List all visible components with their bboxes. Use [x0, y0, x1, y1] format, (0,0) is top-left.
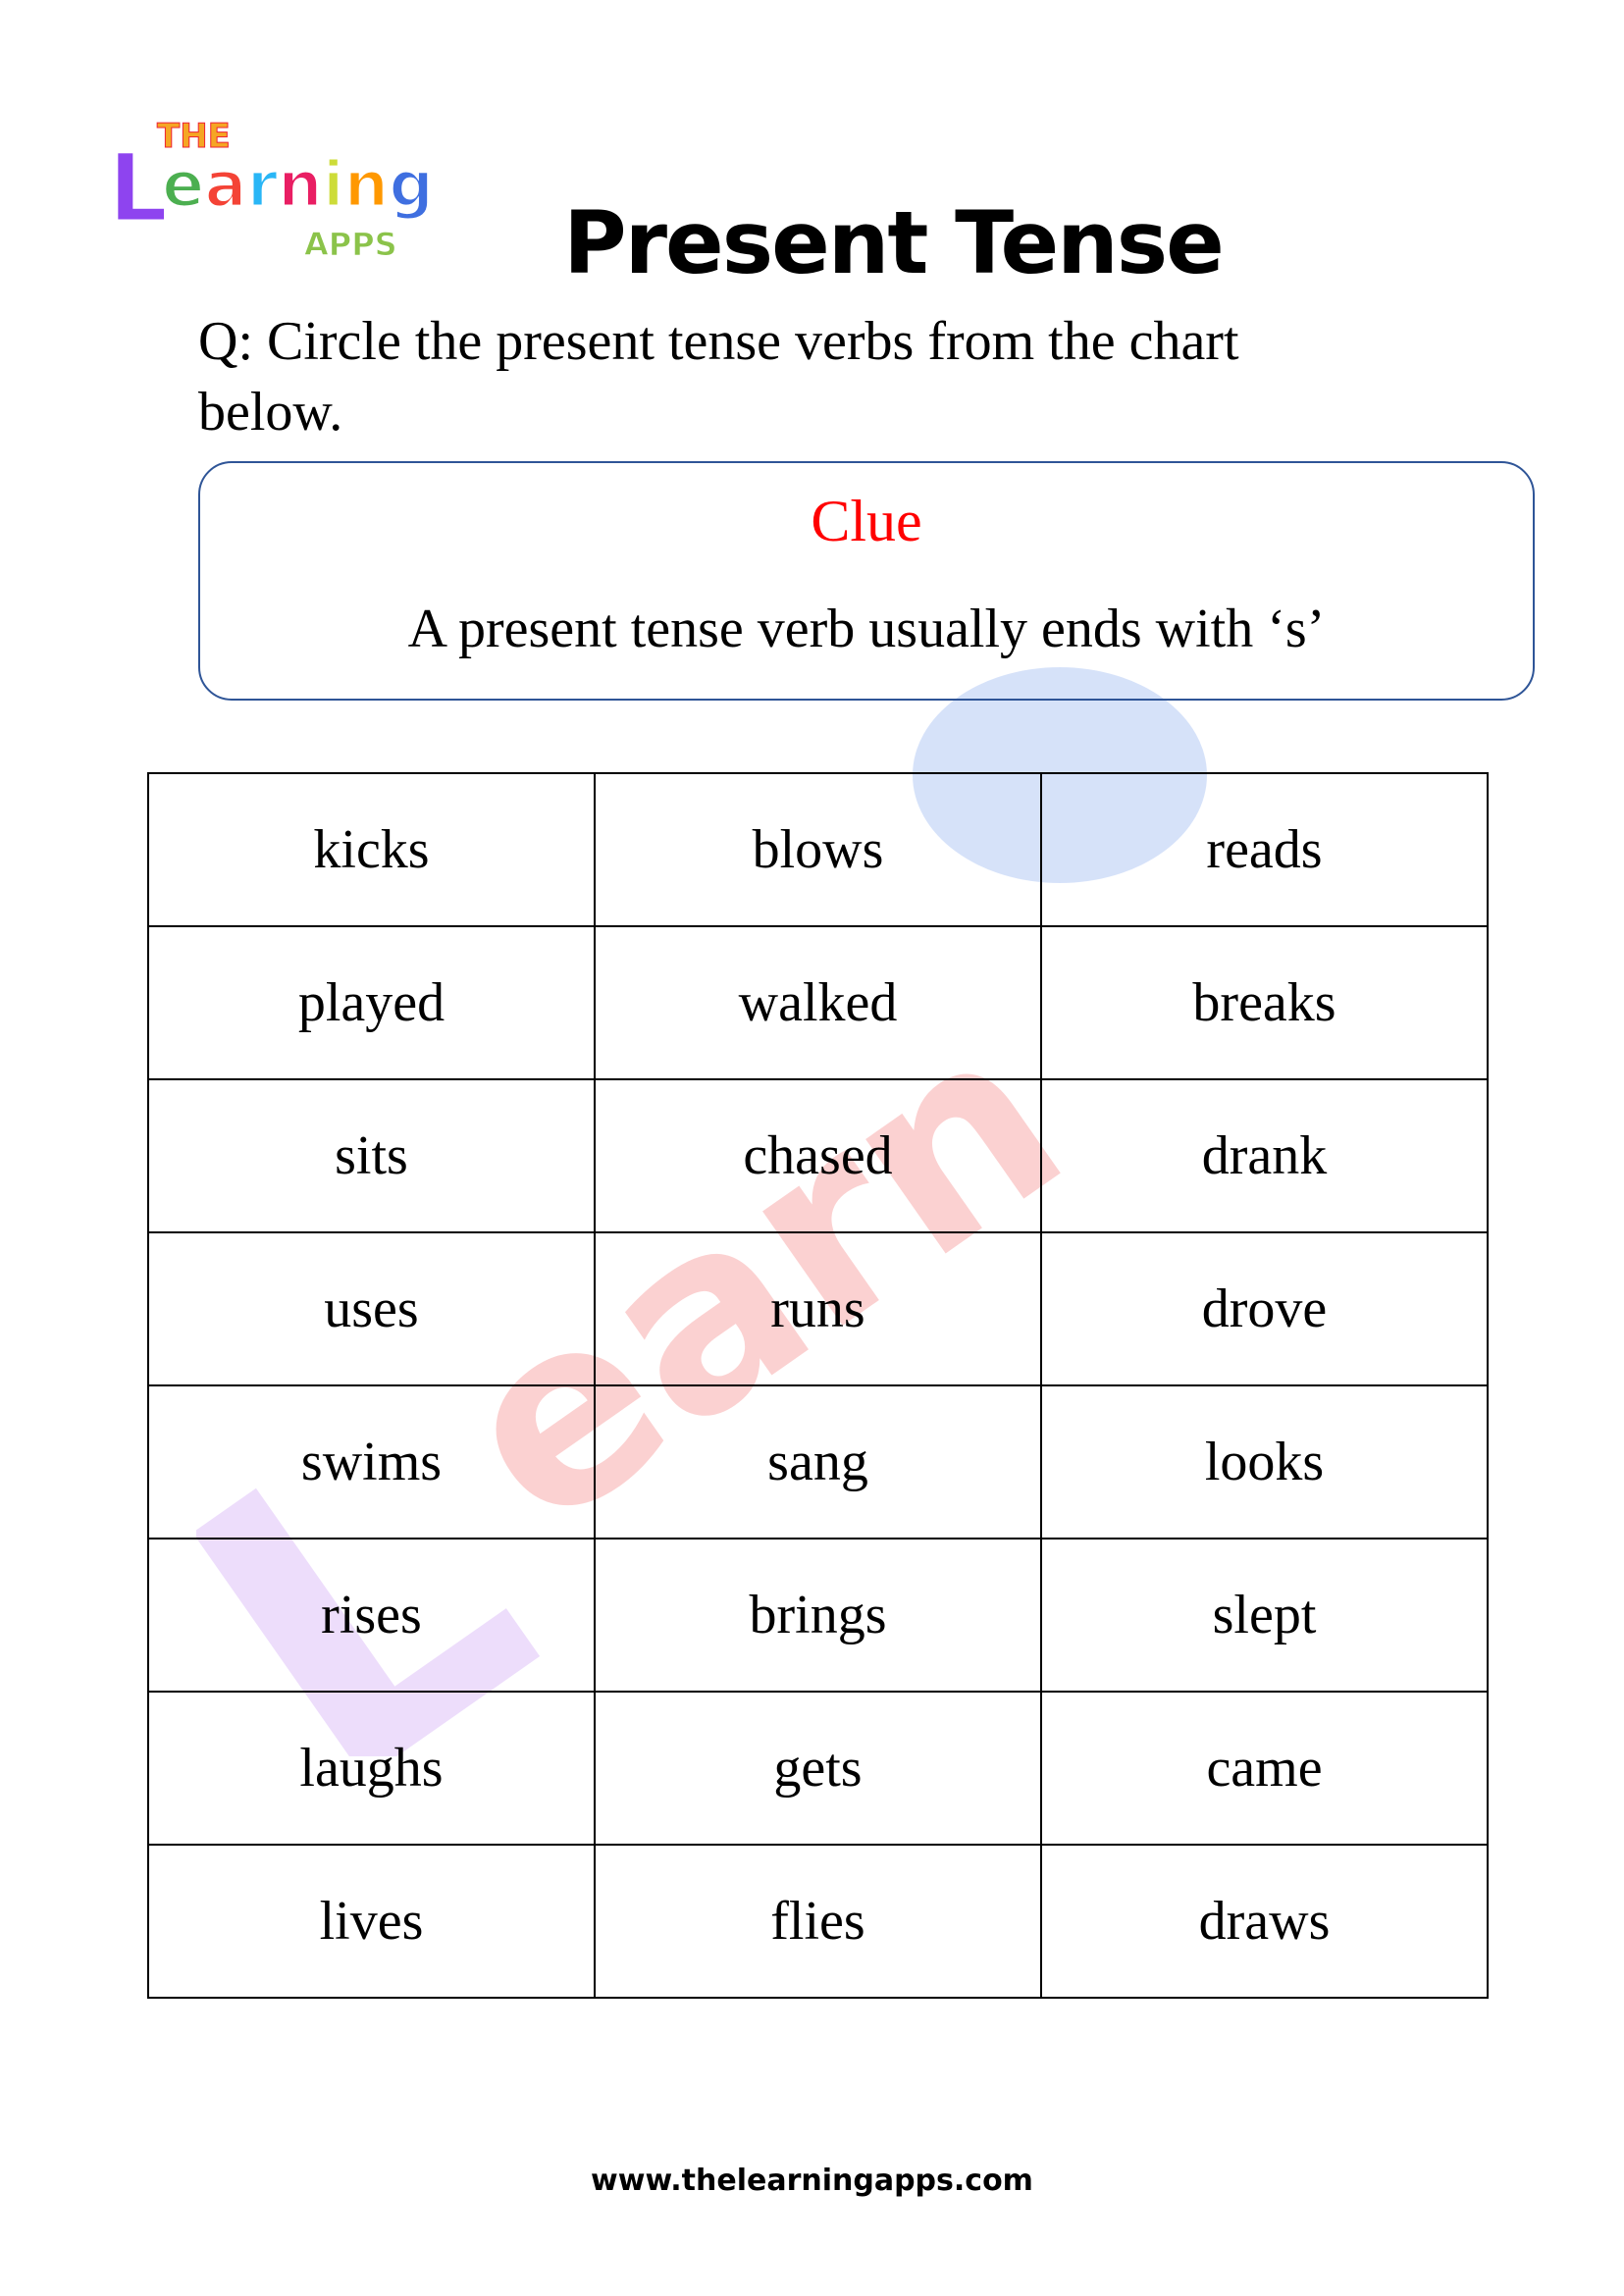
verb-cell[interactable]: gets	[594, 1691, 1042, 1846]
verb-cell[interactable]: sits	[147, 1078, 596, 1233]
verb-cell[interactable]: drank	[1040, 1078, 1489, 1233]
footer-url: www.thelearningapps.com	[591, 2164, 1033, 2198]
verb-cell[interactable]: kicks	[147, 772, 596, 927]
svg-text:APPS: APPS	[304, 226, 397, 263]
verb-cell[interactable]: slept	[1040, 1538, 1489, 1693]
verb-cell[interactable]: lives	[147, 1844, 596, 1999]
the-learning-apps-logo: THE L earning APPS	[108, 117, 436, 264]
verb-cell[interactable]: draws	[1040, 1844, 1489, 1999]
verb-cell[interactable]: came	[1040, 1691, 1489, 1846]
clue-text: A present tense verb usually ends with ‘…	[407, 599, 1326, 659]
verb-cell[interactable]: brings	[594, 1538, 1042, 1693]
svg-text:THE: THE	[157, 117, 231, 156]
question-text: Q: Circle the present tense verbs from t…	[198, 311, 1239, 443]
verb-cell[interactable]: chased	[594, 1078, 1042, 1233]
table-row: lives flies draws	[147, 1844, 1489, 1999]
verb-cell[interactable]: runs	[594, 1231, 1042, 1386]
table-row: played walked breaks	[147, 925, 1489, 1080]
verb-cell[interactable]: breaks	[1040, 925, 1489, 1080]
table-row: laughs gets came	[147, 1691, 1489, 1846]
verb-cell[interactable]: drove	[1040, 1231, 1489, 1386]
verb-cell[interactable]: blows	[594, 772, 1042, 927]
svg-text:L: L	[108, 133, 168, 243]
verb-cell[interactable]: looks	[1040, 1384, 1489, 1539]
clue-box: Clue A present tense verb usually ends w…	[198, 461, 1535, 701]
table-row: uses runs drove	[147, 1231, 1489, 1386]
table-row: rises brings slept	[147, 1538, 1489, 1693]
verb-cell[interactable]: walked	[594, 925, 1042, 1080]
verb-cell[interactable]: swims	[147, 1384, 596, 1539]
verb-table: kicks blows reads played walked breaks sits cha…	[147, 772, 1489, 1999]
table-row: sits chased drank	[147, 1078, 1489, 1233]
page-title: Present Tense	[563, 192, 1225, 293]
table-row: kicks blows reads	[147, 772, 1489, 927]
verb-cell[interactable]: laughs	[147, 1691, 596, 1846]
verb-cell[interactable]: sang	[594, 1384, 1042, 1539]
verb-cell[interactable]: reads	[1040, 772, 1489, 927]
verb-cell[interactable]: rises	[147, 1538, 596, 1693]
verb-cell[interactable]: uses	[147, 1231, 596, 1386]
table-row: swims sang looks	[147, 1384, 1489, 1539]
svg-text:earning: earning	[162, 149, 434, 222]
clue-title: Clue	[811, 489, 922, 553]
verb-cell[interactable]: played	[147, 925, 596, 1080]
verb-cell[interactable]: flies	[594, 1844, 1042, 1999]
